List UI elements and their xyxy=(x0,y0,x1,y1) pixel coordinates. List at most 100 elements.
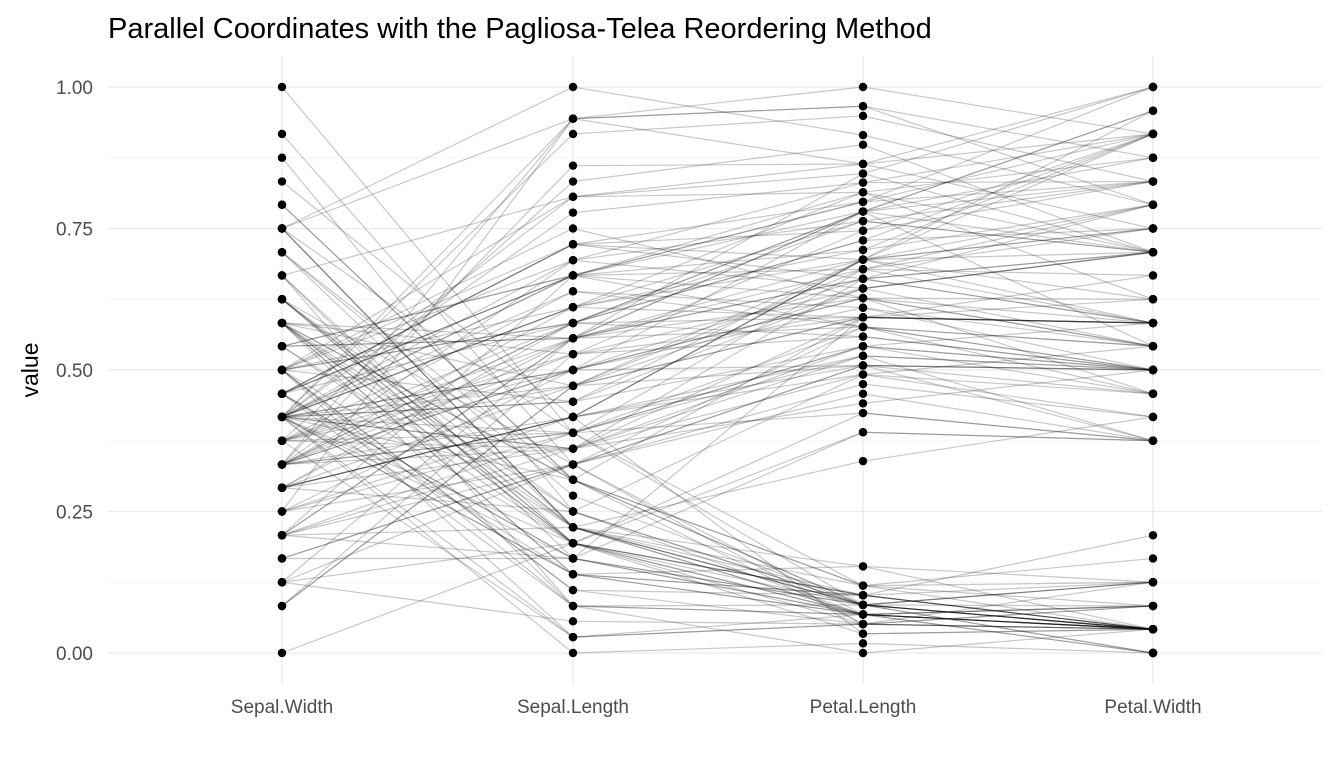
observation-line xyxy=(281,275,1154,654)
data-point xyxy=(277,318,287,328)
observation-line xyxy=(281,157,1154,654)
observation-line xyxy=(281,431,1154,583)
observation-line xyxy=(281,105,1154,465)
observation-line xyxy=(281,412,1154,654)
observation-line xyxy=(281,298,1154,596)
data-point xyxy=(1148,248,1158,257)
data-point xyxy=(568,412,578,422)
data-point xyxy=(568,397,578,406)
data-point xyxy=(858,639,868,648)
data-point xyxy=(1148,436,1158,445)
observation-line xyxy=(281,251,1154,630)
observation-line xyxy=(281,297,1154,442)
data-point xyxy=(277,82,287,92)
observation-line xyxy=(281,369,1154,635)
observation-line xyxy=(281,275,1154,630)
x-tick-label: Petal.Length xyxy=(810,697,917,718)
y-tick-label: 0.75 xyxy=(56,220,93,241)
observation-line xyxy=(281,297,1154,347)
data-point xyxy=(568,539,578,548)
observation-line xyxy=(281,316,1154,450)
observation-line xyxy=(281,326,1154,466)
data-point xyxy=(277,224,287,233)
y-tick-label: 1.00 xyxy=(56,78,93,99)
data-point xyxy=(858,130,868,140)
observation-line xyxy=(281,172,1154,371)
data-point xyxy=(568,523,578,532)
data-point xyxy=(277,436,287,445)
data-point xyxy=(568,475,578,484)
data-point xyxy=(858,236,868,245)
observation-line xyxy=(281,157,1154,466)
data-point xyxy=(858,111,868,121)
observation-line xyxy=(281,322,1154,630)
data-point xyxy=(277,365,287,375)
observation-line xyxy=(281,326,1154,583)
observation-line xyxy=(281,180,1154,347)
data-point xyxy=(1148,365,1158,375)
data-point xyxy=(858,389,868,398)
observation-line xyxy=(281,440,1154,638)
data-point xyxy=(1148,200,1158,209)
data-point xyxy=(858,159,868,169)
observation-line xyxy=(281,251,1154,403)
observation-line xyxy=(281,369,1154,450)
data-point xyxy=(277,295,287,304)
data-point xyxy=(568,570,578,579)
data-point xyxy=(1148,412,1158,422)
observation-line xyxy=(281,364,1154,513)
observation-line xyxy=(281,110,1154,395)
observation-line xyxy=(281,268,1154,418)
observation-line xyxy=(281,227,1154,489)
data-point xyxy=(1148,106,1158,115)
data-point xyxy=(568,318,578,328)
observation-line xyxy=(281,268,1154,607)
observation-line xyxy=(281,345,1154,513)
observation-line xyxy=(281,259,1154,489)
data-point xyxy=(1148,224,1158,233)
data-point xyxy=(1148,625,1158,634)
y-axis-ticks: 0.00 0.25 0.50 0.75 1.00 xyxy=(56,78,93,665)
data-point xyxy=(568,460,578,469)
data-point xyxy=(1148,318,1158,328)
observation-line xyxy=(281,180,1154,395)
data-point xyxy=(858,169,868,178)
data-point xyxy=(858,648,868,658)
data-point xyxy=(858,274,868,284)
observation-line xyxy=(281,316,1154,442)
observation-line xyxy=(281,322,1154,630)
observation-line xyxy=(281,297,1154,466)
observation-line xyxy=(281,204,1154,625)
data-point xyxy=(568,302,578,312)
data-point xyxy=(1148,578,1158,587)
observation-line xyxy=(281,251,1154,630)
observation-line xyxy=(281,307,1154,418)
data-point xyxy=(858,284,868,293)
data-point xyxy=(1148,153,1158,162)
data-point xyxy=(277,200,287,209)
observation-line xyxy=(281,416,1154,616)
observation-line xyxy=(281,364,1154,536)
observation-line xyxy=(281,275,1154,654)
observation-line xyxy=(282,431,1154,560)
data-point xyxy=(858,342,868,351)
data-point xyxy=(1148,601,1158,611)
observation-line xyxy=(281,220,1154,395)
data-point xyxy=(858,610,868,619)
x-tick-label: Sepal.Length xyxy=(517,697,629,718)
data-point xyxy=(277,554,287,563)
data-point xyxy=(568,349,578,359)
data-point xyxy=(858,351,868,361)
observation-line xyxy=(281,86,1154,277)
observation-line xyxy=(281,298,1154,625)
observation-line xyxy=(281,163,1154,465)
observation-line xyxy=(281,364,1154,583)
data-point xyxy=(568,381,578,391)
observation-line xyxy=(281,416,1154,638)
observation-line xyxy=(281,181,1154,635)
data-point xyxy=(568,601,578,611)
observation-line xyxy=(281,86,1154,347)
observation-line xyxy=(281,274,1154,395)
data-point xyxy=(858,255,868,264)
data-point xyxy=(277,153,287,162)
